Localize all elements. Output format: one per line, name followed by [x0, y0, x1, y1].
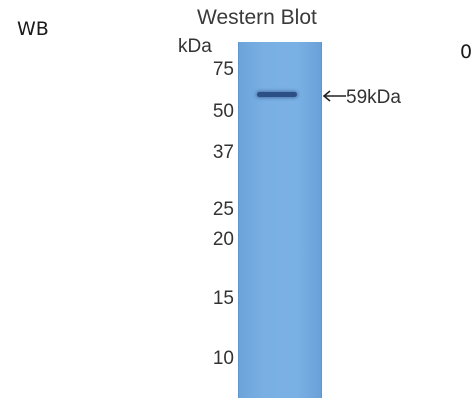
technique-label: WB [17, 18, 49, 40]
target-band-label: 59kDa [346, 87, 401, 108]
marker-label-75: 75 [212, 59, 234, 80]
protein-band [257, 92, 297, 97]
blot-title: Western Blot [197, 6, 317, 29]
marker-label-20: 20 [212, 229, 234, 250]
marker-label-15: 15 [212, 288, 234, 309]
gel-lane [238, 42, 322, 398]
unit-label: kDa [178, 36, 212, 57]
corner-label: 0 [460, 41, 473, 63]
marker-label-10: 10 [212, 348, 234, 369]
marker-label-37: 37 [212, 142, 234, 163]
western-blot-figure: Western Blot kDa 75 50 37 25 20 15 10 59… [170, 0, 470, 406]
marker-label-25: 25 [212, 199, 234, 220]
marker-label-50: 50 [212, 101, 234, 122]
left-arrow-icon [322, 90, 346, 102]
